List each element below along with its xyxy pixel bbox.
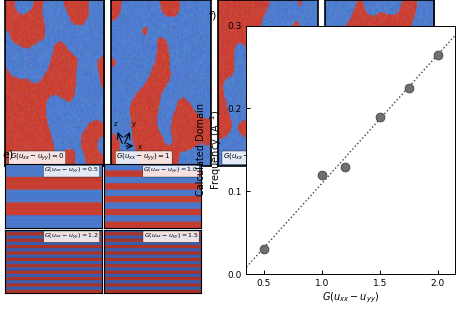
Point xyxy=(341,164,349,169)
Y-axis label: Calculated Domain
Frequency (A$^{-1}$): Calculated Domain Frequency (A$^{-1}$) xyxy=(196,103,225,197)
Point xyxy=(405,85,412,90)
Point xyxy=(376,114,383,119)
X-axis label: $G(u_{xx}-u_{yy})$: $G(u_{xx}-u_{yy})$ xyxy=(322,291,380,305)
Text: z: z xyxy=(113,121,117,127)
Text: $G(u_{xx}-u_{yy})=1.0$: $G(u_{xx}-u_{yy})=1.0$ xyxy=(144,166,199,176)
Point xyxy=(434,52,441,57)
Point xyxy=(260,247,268,252)
Text: $G(u_{xx}-u_{yy})=2$: $G(u_{xx}-u_{yy})=2$ xyxy=(223,152,278,163)
Text: $G(u_{xx}-u_{yy})=1.5$: $G(u_{xx}-u_{yy})=1.5$ xyxy=(144,232,199,242)
Text: y: y xyxy=(132,121,137,127)
Text: $G(u_{xx}-u_{yy})=1.2$: $G(u_{xx}-u_{yy})=1.2$ xyxy=(45,232,99,242)
Text: $G(u_{xx}-u_{yy})=0$: $G(u_{xx}-u_{yy})=0$ xyxy=(9,152,64,163)
Text: $G(u_{xx}-u_{yy})=0.5$: $G(u_{xx}-u_{yy})=0.5$ xyxy=(44,166,99,176)
Point xyxy=(318,172,326,177)
Text: f): f) xyxy=(209,11,217,20)
Text: $G(u_{xx}-u_{yy})=1$: $G(u_{xx}-u_{yy})=1$ xyxy=(117,152,171,163)
Text: e): e) xyxy=(2,150,14,160)
Text: x: x xyxy=(138,144,142,150)
Text: $G(u_{xx}-u_{yy})=3$: $G(u_{xx}-u_{yy})=3$ xyxy=(330,152,385,163)
Text: P: P xyxy=(435,28,441,38)
